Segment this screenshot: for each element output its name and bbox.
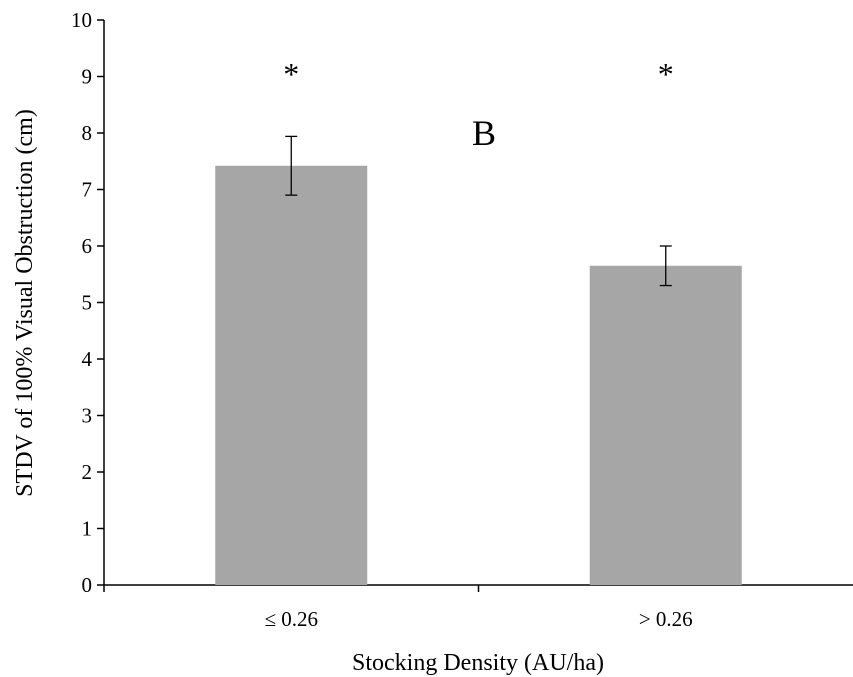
y-ticks: 0 1 2 3 4 5 6 7 8 9 10 xyxy=(71,8,104,597)
y-tick-label: 9 xyxy=(82,65,93,89)
y-tick-label: 0 xyxy=(82,573,93,597)
y-tick-label: 10 xyxy=(71,8,92,32)
bar xyxy=(589,265,742,585)
x-category-label: > 0.26 xyxy=(639,607,693,631)
y-tick-label: 6 xyxy=(82,234,93,258)
error-bar xyxy=(285,135,298,196)
y-tick-label: 5 xyxy=(82,291,93,315)
y-tick-label: 7 xyxy=(82,178,93,202)
x-category-label: ≤ 0.26 xyxy=(264,607,318,631)
x-axis-title: Stocking Density (AU/ha) xyxy=(352,650,604,676)
y-axis-title: STDV of 100% Visual Obstruction (cm) xyxy=(12,109,38,497)
y-tick-label: 8 xyxy=(82,121,93,145)
error-bars xyxy=(285,135,672,287)
panel-label: B xyxy=(472,113,496,153)
y-tick-label: 3 xyxy=(82,404,93,428)
error-bar xyxy=(659,245,672,287)
significance-star: * xyxy=(283,56,299,92)
significance-star: * xyxy=(658,56,674,92)
significance-annotations: * * xyxy=(283,56,674,92)
y-tick-label: 4 xyxy=(82,347,93,371)
bar xyxy=(215,165,368,585)
bars xyxy=(215,165,742,585)
y-tick-label: 1 xyxy=(82,517,93,541)
y-tick-label: 2 xyxy=(82,460,93,484)
x-ticks: ≤ 0.26 > 0.26 xyxy=(103,585,693,631)
